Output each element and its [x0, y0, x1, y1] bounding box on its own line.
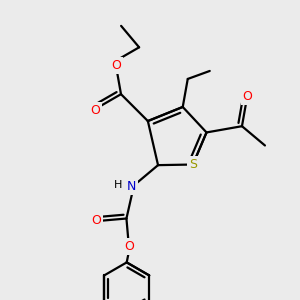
Text: N: N	[126, 181, 136, 194]
Text: O: O	[90, 104, 100, 117]
Text: O: O	[242, 90, 252, 103]
Text: O: O	[124, 240, 134, 253]
Text: H: H	[114, 180, 122, 190]
Text: O: O	[111, 59, 121, 72]
Text: S: S	[189, 158, 197, 171]
Text: O: O	[92, 214, 101, 227]
